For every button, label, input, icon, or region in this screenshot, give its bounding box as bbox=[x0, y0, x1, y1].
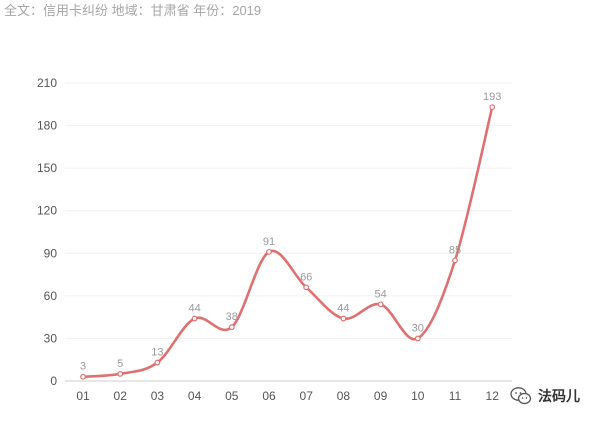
data-point bbox=[266, 248, 272, 255]
data-point bbox=[154, 359, 161, 366]
y-tick-label: 90 bbox=[44, 246, 58, 260]
data-label: 193 bbox=[483, 91, 501, 103]
data-label: 44 bbox=[337, 303, 349, 315]
y-tick-label: 30 bbox=[44, 331, 58, 345]
data-label: 13 bbox=[151, 347, 163, 359]
x-tick-label: 04 bbox=[188, 389, 202, 403]
chart-subtitle: 全文：信用卡纠纷 地域：甘肃省 年份：2019 bbox=[4, 3, 262, 18]
series-line-layer bbox=[81, 105, 494, 379]
data-point bbox=[303, 284, 310, 291]
data-label: 91 bbox=[263, 236, 275, 248]
axes: 0 30 60 90 120 150 180 210 01 02 03 04 05 06 07 08 09 10 1… bbox=[37, 76, 512, 403]
x-tick-label: 03 bbox=[151, 389, 165, 403]
data-point bbox=[228, 324, 235, 330]
data-point bbox=[377, 301, 384, 308]
watermark: 法码儿 bbox=[510, 386, 580, 406]
y-tick-label: 180 bbox=[37, 119, 57, 133]
x-tick-label: 12 bbox=[486, 389, 500, 403]
x-tick-label: 06 bbox=[262, 389, 276, 403]
data-point bbox=[452, 257, 458, 264]
data-point bbox=[340, 315, 347, 322]
y-tick-label: 210 bbox=[37, 76, 57, 90]
data-point bbox=[117, 371, 124, 377]
x-tick-label: 08 bbox=[337, 389, 351, 403]
data-point bbox=[80, 373, 86, 380]
y-tick-label: 0 bbox=[50, 374, 57, 388]
grid-lines bbox=[65, 82, 512, 339]
data-label: 3 bbox=[80, 361, 86, 373]
x-tick-label: 01 bbox=[76, 389, 90, 403]
y-tick-label: 150 bbox=[37, 161, 57, 175]
data-label: 5 bbox=[117, 358, 123, 370]
x-tick-label: 09 bbox=[374, 389, 388, 403]
y-tick-label: 120 bbox=[37, 204, 57, 218]
wechat-icon bbox=[510, 387, 532, 405]
data-label: 85 bbox=[449, 244, 461, 256]
data-label: 30 bbox=[412, 322, 424, 334]
data-point bbox=[414, 335, 421, 342]
data-label: 38 bbox=[226, 311, 238, 323]
data-labels: 3 5 13 44 38 91 66 44 54 30 85 193 bbox=[80, 91, 501, 373]
data-point bbox=[489, 104, 496, 111]
series-line bbox=[81, 105, 494, 379]
x-tick-label: 11 bbox=[449, 389, 462, 403]
data-points bbox=[80, 104, 496, 380]
x-tick-label: 07 bbox=[300, 389, 314, 403]
data-point bbox=[191, 315, 198, 322]
data-label: 66 bbox=[300, 271, 312, 283]
y-tick-label: 60 bbox=[44, 289, 58, 303]
data-label: 44 bbox=[188, 303, 200, 315]
x-tick-label: 10 bbox=[411, 389, 425, 403]
watermark-label: 法码儿 bbox=[538, 388, 580, 404]
data-label: 54 bbox=[374, 288, 386, 300]
x-tick-label: 02 bbox=[114, 389, 128, 403]
x-tick-label: 05 bbox=[225, 389, 239, 403]
